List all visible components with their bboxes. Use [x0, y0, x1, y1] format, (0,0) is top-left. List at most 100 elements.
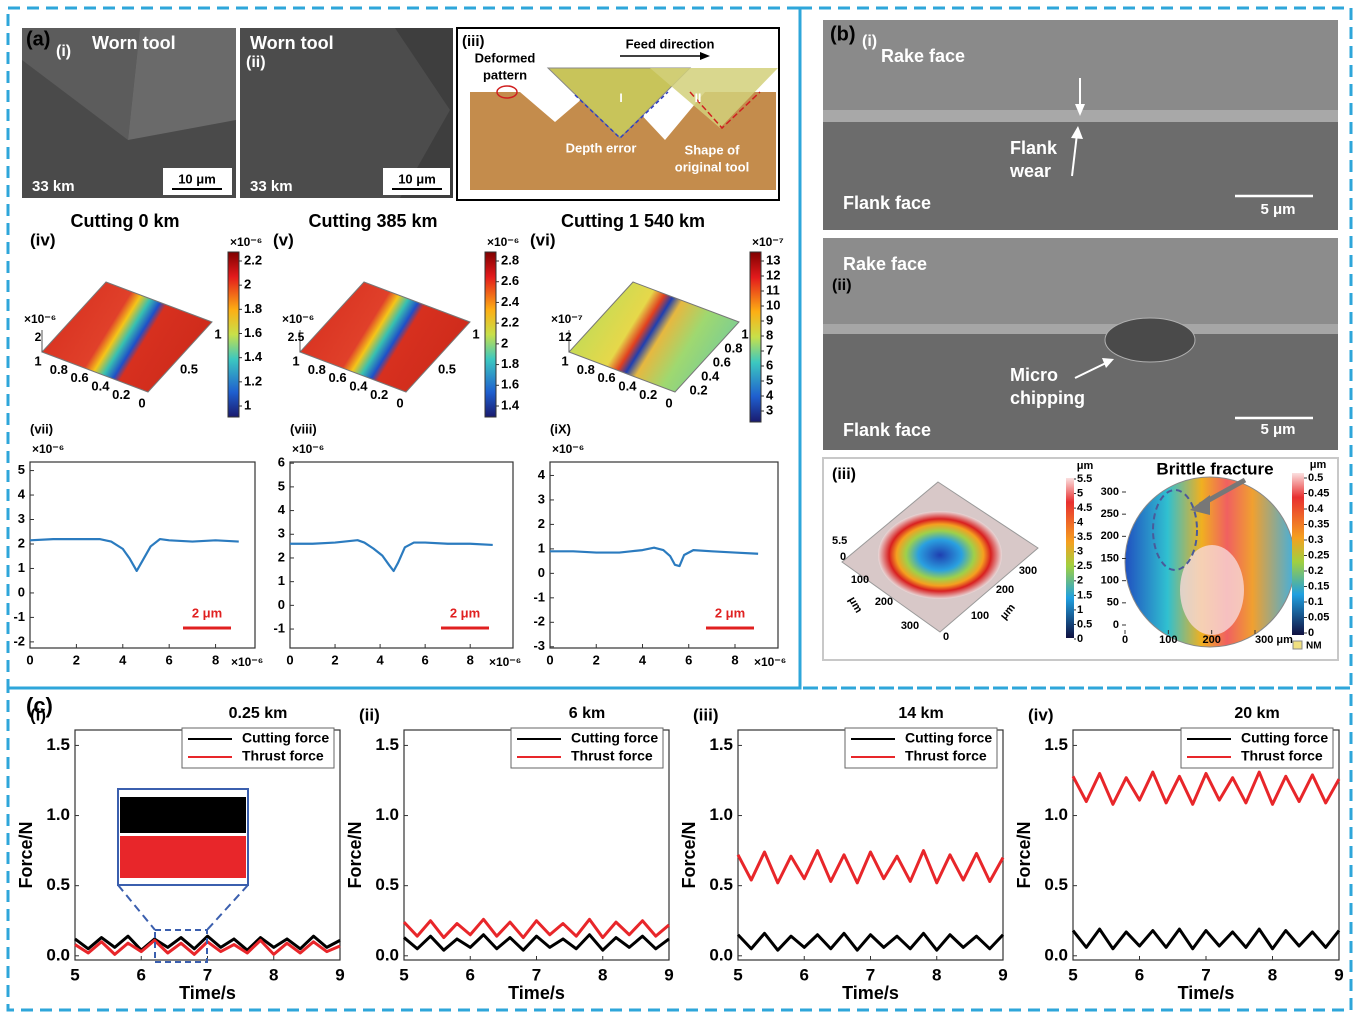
y-tick-label: 0.5	[438, 361, 456, 376]
y-axis-label: Force/N	[345, 821, 365, 888]
y-tick-label: 4	[18, 486, 26, 501]
colorbar-tick-label: 0.5	[1308, 472, 1323, 484]
axis-exponent: ×10⁻⁶	[282, 312, 314, 326]
colorbar-tick-label: 0.2	[1308, 565, 1323, 577]
y-tick-label: 0.0	[1044, 945, 1068, 964]
sub-label: (iv)	[1028, 705, 1054, 724]
chart-title: 0.25 km	[229, 705, 288, 722]
colorbar-tick-label: 0.35	[1308, 518, 1329, 530]
x-tick-label: 6	[800, 965, 809, 984]
sub-label: (iii)	[693, 705, 719, 724]
colorbar-tick-label: 0.05	[1308, 611, 1329, 623]
y-tick-label: 0.0	[375, 945, 399, 964]
surface-title: Cutting 0 km	[70, 211, 179, 231]
x-tick-label: 0.8	[577, 362, 595, 377]
x-tick-label: 6	[466, 965, 475, 984]
y-tick-label: 0	[278, 597, 285, 612]
sub-label: (ii)	[359, 705, 380, 724]
nm-label: NM	[1306, 641, 1322, 652]
y-tick-label: 5	[18, 462, 25, 477]
x-tick-label: 6	[1135, 965, 1144, 984]
y-tick-label: 0.8	[724, 340, 742, 355]
x-tick-label: 0.8	[50, 362, 68, 377]
surface-title: Cutting 385 km	[308, 211, 437, 231]
colorbar-tick-label: 3.5	[1077, 531, 1092, 543]
axis-exponent: ×10⁻⁶	[32, 442, 64, 456]
annotation: I	[619, 91, 622, 105]
map-title: Brittle fracture	[1156, 459, 1273, 478]
x-tick-label: 5	[1068, 965, 1077, 984]
colorbar-tick-label: 5	[1077, 487, 1083, 499]
colorbar-tick-label: 10	[766, 297, 780, 312]
feature-label: wear	[1009, 161, 1051, 181]
colorbar	[1292, 473, 1304, 635]
y-tick-label: 1.5	[46, 735, 70, 754]
x-tick-label: 4	[376, 652, 384, 667]
x-tick-label: 8	[212, 652, 219, 667]
colorbar-tick-label: 5	[766, 372, 773, 387]
topo-crater	[878, 511, 1002, 599]
x-tick-label: 4	[639, 652, 647, 667]
z-tick-label: 2.5	[288, 330, 305, 344]
region-label: Rake face	[843, 254, 927, 274]
x-tick-label: 7	[203, 965, 212, 984]
y-tick-label: 2	[18, 535, 25, 550]
chipping	[1105, 318, 1195, 362]
annotation: Feed direction	[626, 36, 715, 51]
y-tick-label: -1	[13, 609, 25, 624]
colorbar	[485, 252, 496, 417]
scale-label: 5 μm	[1260, 421, 1295, 438]
feature-label: Micro	[1010, 365, 1058, 385]
x-tick-label: 8	[932, 965, 941, 984]
y-tick-label: 0	[538, 565, 545, 580]
sub-label: (viii)	[290, 421, 317, 436]
force-trace	[1073, 929, 1339, 949]
y-tick-label: 5	[278, 478, 285, 493]
colorbar-tick-label: 3	[1077, 546, 1083, 558]
legend-label: Cutting force	[571, 730, 658, 746]
sub-label: (ii)	[246, 54, 266, 71]
profile-line	[290, 540, 493, 571]
x-tick-label: 0	[1122, 634, 1128, 646]
sub-label: (i)	[56, 43, 71, 60]
x-tick-label: 2	[331, 652, 338, 667]
y-tick-label: 0.0	[709, 945, 733, 964]
sub-label: (iX)	[550, 421, 571, 436]
x-tick-label: 6	[137, 965, 146, 984]
x-tick-label: 8	[1268, 965, 1277, 984]
x-tick-label: 0.6	[71, 370, 89, 385]
x-tick-label: 1	[292, 353, 299, 368]
y-tick-label: -2	[13, 633, 25, 648]
colorbar-exponent: ×10⁻⁶	[230, 235, 262, 249]
y-tick-label: 2	[538, 516, 545, 531]
surface-title: Cutting 1 540 km	[561, 211, 705, 231]
axis-exponent: ×10⁻⁶	[24, 312, 56, 326]
y-tick-label: 1.0	[709, 805, 733, 824]
scale-label: 2 μm	[192, 605, 222, 620]
colorbar-tick-label: 0	[1077, 633, 1083, 645]
colorbar-tick-label: 2.4	[501, 294, 520, 309]
x-tick-label: 9	[335, 965, 344, 984]
legend-label: Cutting force	[1241, 730, 1328, 746]
colorbar-tick-label: 1	[244, 397, 251, 412]
image-title: Worn tool	[92, 33, 176, 53]
sub-label: (i)	[862, 33, 877, 50]
colorbar-tick-label: 1.2	[244, 373, 262, 388]
annotation: II	[695, 91, 702, 105]
x-tick-label: 100	[1159, 634, 1177, 646]
colorbar-tick-label: 1.4	[501, 397, 520, 412]
region-label: Rake face	[881, 46, 965, 66]
x-tick-label: 0.8	[308, 362, 326, 377]
colorbar-tick-label: 11	[766, 282, 780, 297]
colorbar-tick-label: 0.25	[1308, 549, 1329, 561]
x-tick-label: 1	[34, 353, 41, 368]
colorbar	[750, 252, 761, 422]
y-tick-label: 0.0	[46, 945, 70, 964]
rake-region	[823, 238, 1338, 326]
y-tick-label: 1.5	[709, 735, 733, 754]
x-tick-label: 0	[546, 652, 553, 667]
y-tick-label: 100	[1101, 575, 1119, 587]
colorbar-tick-label: 2.6	[501, 273, 519, 288]
annotation: original tool	[675, 159, 749, 174]
y-tick-label: 50	[1107, 597, 1119, 609]
